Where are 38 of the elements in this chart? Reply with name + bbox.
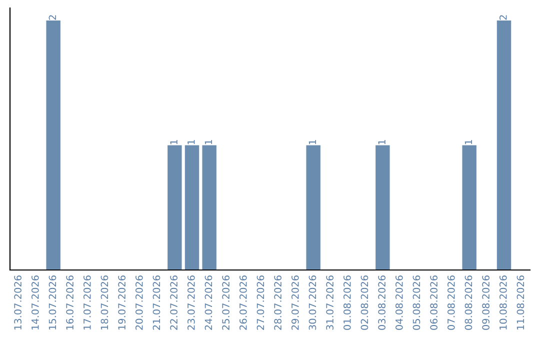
x-tick-label: 24.07.2026 [204, 275, 212, 330]
data-label: 2 [48, 15, 56, 20]
x-tick-label: 13.07.2026 [14, 275, 22, 330]
x-tick-label: 21.07.2026 [152, 275, 160, 330]
x-tick-label: 18.07.2026 [100, 275, 108, 330]
x-tick-label: 06.08.2026 [430, 275, 438, 330]
data-label: 1 [170, 140, 178, 144]
x-tick-label: 31.07.2026 [326, 275, 334, 330]
x-tick-label: 04.08.2026 [395, 275, 403, 330]
x-tick-label: 22.07.2026 [170, 275, 178, 330]
x-tick-label: 15.07.2026 [48, 275, 56, 330]
x-tick-label: 28.07.2026 [274, 275, 282, 330]
data-label: 1 [188, 140, 195, 144]
x-tick-label: 16.07.2026 [66, 275, 74, 330]
x-tick-label: 02.08.2026 [360, 275, 368, 330]
x-tick-label: 11.08.2026 [516, 275, 524, 330]
data-label: 1 [464, 140, 472, 144]
x-tick-label: 10.08.2026 [499, 275, 507, 330]
data-label: 1 [378, 140, 386, 144]
data-label: 1 [204, 140, 212, 144]
x-tick-label: 23.07.2026 [187, 275, 195, 330]
x-tick-label: 09.08.2026 [482, 275, 490, 330]
x-tick-label: 20.07.2026 [135, 275, 143, 330]
x-tick-label: 01.08.2026 [343, 275, 351, 330]
x-tick-label: 03.08.2026 [378, 275, 386, 330]
x-tick-label: 05.08.2026 [412, 275, 420, 330]
x-tick-label: 25.07.2026 [222, 275, 230, 330]
x-tick-label: 30.07.2026 [308, 275, 316, 330]
x-tick-label: 19.07.2026 [118, 275, 126, 330]
x-tick-label: 14.07.2026 [31, 275, 39, 330]
x-tick-label: 17.07.2026 [83, 275, 91, 330]
x-tick-label: 26.07.2026 [239, 275, 247, 330]
x-tick-label: 27.07.2026 [256, 275, 264, 330]
x-tick-label: 08.08.2026 [464, 275, 472, 330]
data-label: 2 [499, 15, 507, 20]
x-tick-label: 29.07.2026 [291, 275, 299, 330]
data-label: 1 [308, 140, 316, 144]
x-tick-label: 07.08.2026 [447, 275, 455, 330]
